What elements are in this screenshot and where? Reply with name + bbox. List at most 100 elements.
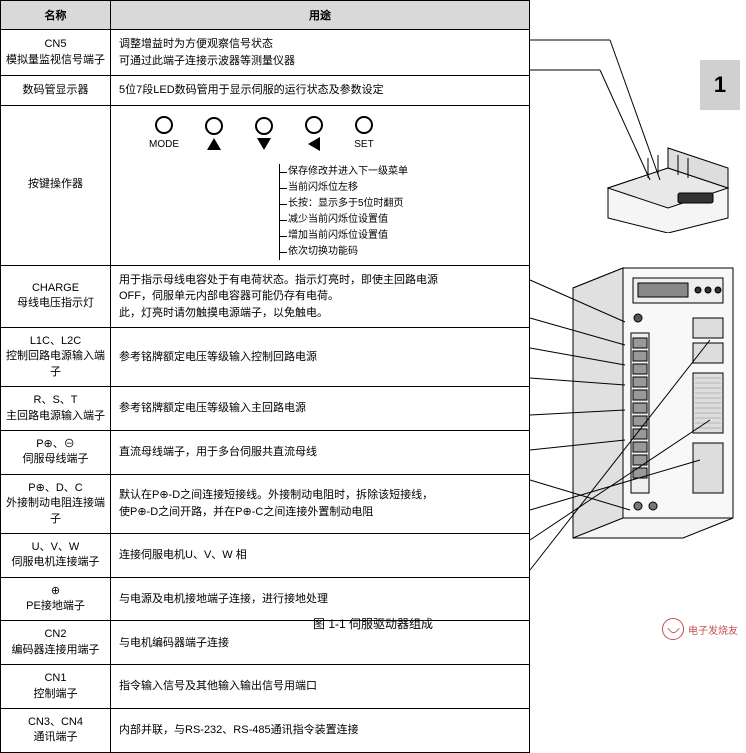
name-line: P⊕、⊖ [5,437,106,452]
triangle-down-icon [257,138,271,150]
mode-button: MODE [149,116,179,152]
cell-name-charge: CHARGE 母线电压指示灯 [1,266,111,328]
name-line: L1C、L2C [5,334,106,349]
cell-name-p: P⊕、⊖ 伺服母线端子 [1,431,111,474]
table-row-button-panel: 按键操作器 MODE [1,106,529,266]
button-circle-icon [205,117,223,135]
header-usage: 用途 [111,1,529,29]
cell-usage: 连接伺服电机U、V、W 相 [111,534,529,577]
note-line: 增加当前闪烁位设置值 [279,228,521,244]
cell-usage: 参考铭牌额定电压等级输入控制回路电源 [111,328,529,386]
usage-line: 用于指示母线电容处于有电荷状态。指示灯亮时，即使主回路电源 [119,272,521,289]
name-line: CN3、CN4 [5,715,106,730]
name-line: 通讯端子 [5,730,106,745]
name-line: P⊕、D、C [5,481,106,496]
name-line: 母线电压指示灯 [5,296,106,311]
table-row: CN1 控制端子 指令输入信号及其他输入输出信号用端口 [1,665,529,709]
triangle-left-icon [308,137,320,151]
cell-usage: 用于指示母线电容处于有电荷状态。指示灯亮时，即使主回路电源 OFF，伺服单元内部… [111,266,529,328]
cell-usage-keypad: MODE SET [111,106,529,265]
table-header-row: 名称 用途 [1,1,529,30]
table-row: P⊕、⊖ 伺服母线端子 直流母线端子，用于多台伺服共直流母线 [1,431,529,475]
note-line: 保存修改并进入下一级菜单 [279,164,521,180]
table-row: CN3、CN4 通讯端子 内部并联，与RS-232、RS-485通讯指令装置连接 [1,709,529,752]
name-line: 数码管显示器 [5,83,106,98]
figure-caption: 图 1-1 伺服驱动器组成 [0,615,746,632]
cell-name-uvw: U、V、W 伺服电机连接端子 [1,534,111,577]
watermark: 电子发烧友 [662,618,738,640]
keypad-notes: 保存修改并进入下一级菜单 当前闪烁位左移 长按：显示多于5位时翻页 减少当前闪烁… [279,164,521,260]
name-line: PE接地端子 [5,599,106,614]
usage-line: 内部并联，与RS-232、RS-485通讯指令装置连接 [119,722,521,739]
chapter-number: 1 [714,72,726,98]
usage-line: 5位7段LED数码管用于显示伺服的运行状态及参数设定 [119,82,521,99]
table-row: U、V、W 伺服电机连接端子 连接伺服电机U、V、W 相 [1,534,529,578]
cell-usage: 5位7段LED数码管用于显示伺服的运行状态及参数设定 [111,76,529,105]
name-line: CN5 [5,37,106,52]
usage-line: 连接伺服电机U、V、W 相 [119,547,521,564]
cell-name-cn5: CN5 模拟量监视信号端子 [1,30,111,75]
name-line: ⊕ [5,584,106,599]
name-line: 外接制动电阻连接端子 [5,496,106,527]
button-circle-icon [155,116,173,134]
name-line: CN1 [5,671,106,686]
usage-line: 使P⊕-D之间开路，并在P⊕-C之间连接外置制动电阻 [119,504,521,521]
cell-name-display: 数码管显示器 [1,76,111,105]
note-line: 当前闪烁位左移 [279,180,521,196]
name-line: 编码器连接用端子 [5,643,106,658]
watermark-icon [662,618,684,640]
up-button [199,117,229,150]
note-line: 减少当前闪烁位设置值 [279,212,521,228]
button-circle-icon [255,117,273,135]
table-row: R、S、T 主回路电源输入端子 参考铭牌额定电压等级输入主回路电源 [1,387,529,431]
cell-usage: 参考铭牌额定电压等级输入主回路电源 [111,387,529,430]
name-line: 控制回路电源输入端子 [5,349,106,380]
set-button: SET [349,116,379,152]
cell-usage: 指令输入信号及其他输入输出信号用端口 [111,665,529,708]
down-button [249,117,279,150]
set-label: SET [354,137,373,152]
button-circle-icon [305,116,323,134]
name-line: 主回路电源输入端子 [5,409,106,424]
cell-name-cn1: CN1 控制端子 [1,665,111,708]
cell-usage: 调整增益时为方便观察信号状态 可通过此端子连接示波器等测量仪器 [111,30,529,75]
device-main-illustration [563,258,738,543]
usage-line: 可通过此端子连接示波器等测量仪器 [119,53,521,70]
name-line: 模拟量监视信号端子 [5,53,106,68]
name-line: 伺服母线端子 [5,452,106,467]
cell-name-cn34: CN3、CN4 通讯端子 [1,709,111,752]
table-row: 数码管显示器 5位7段LED数码管用于显示伺服的运行状态及参数设定 [1,76,529,106]
cell-name-l1c: L1C、L2C 控制回路电源输入端子 [1,328,111,386]
name-line: 伺服电机连接端子 [5,555,106,570]
usage-line: 此，灯亮时请勿触摸电源端子，以免触电。 [119,305,521,322]
name-line: R、S、T [5,393,106,408]
cell-usage: 直流母线端子，用于多台伺服共直流母线 [111,431,529,474]
usage-line: 与电机编码器端子连接 [119,635,521,652]
button-circle-icon [355,116,373,134]
name-line: 按键操作器 [5,177,106,192]
table-row: CHARGE 母线电压指示灯 用于指示母线电容处于有电荷状态。指示灯亮时，即使主… [1,266,529,329]
usage-line: OFF，伺服单元内部电容器可能仍存有电荷。 [119,288,521,305]
cell-usage: 默认在P⊕-D之间连接短接线。外接制动电阻时，拆除该短接线， 使P⊕-D之间开路… [111,475,529,533]
spec-table: 名称 用途 CN5 模拟量监视信号端子 调整增益时为方便观察信号状态 可通过此端… [0,0,530,753]
name-line: CHARGE [5,281,106,296]
header-name: 名称 [1,1,111,29]
mode-label: MODE [149,137,179,152]
shift-button [299,116,329,151]
table-row: P⊕、D、C 外接制动电阻连接端子 默认在P⊕-D之间连接短接线。外接制动电阻时… [1,475,529,534]
cell-usage: 内部并联，与RS-232、RS-485通讯指令装置连接 [111,709,529,752]
usage-line: 默认在P⊕-D之间连接短接线。外接制动电阻时，拆除该短接线， [119,487,521,504]
chapter-tab: 1 [700,60,740,110]
usage-line: 与电源及电机接地端子连接，进行接地处理 [119,591,521,608]
usage-line: 参考铭牌额定电压等级输入主回路电源 [119,400,521,417]
table-row: L1C、L2C 控制回路电源输入端子 参考铭牌额定电压等级输入控制回路电源 [1,328,529,387]
usage-line: 参考铭牌额定电压等级输入控制回路电源 [119,349,521,366]
cell-name-keypad: 按键操作器 [1,106,111,265]
name-line: 控制端子 [5,687,106,702]
name-line: U、V、W [5,540,106,555]
usage-line: 指令输入信号及其他输入输出信号用端口 [119,678,521,695]
device-top-illustration [588,138,738,233]
usage-line: 直流母线端子，用于多台伺服共直流母线 [119,444,521,461]
triangle-up-icon [207,138,221,150]
keypad-buttons: MODE SET [149,116,521,152]
